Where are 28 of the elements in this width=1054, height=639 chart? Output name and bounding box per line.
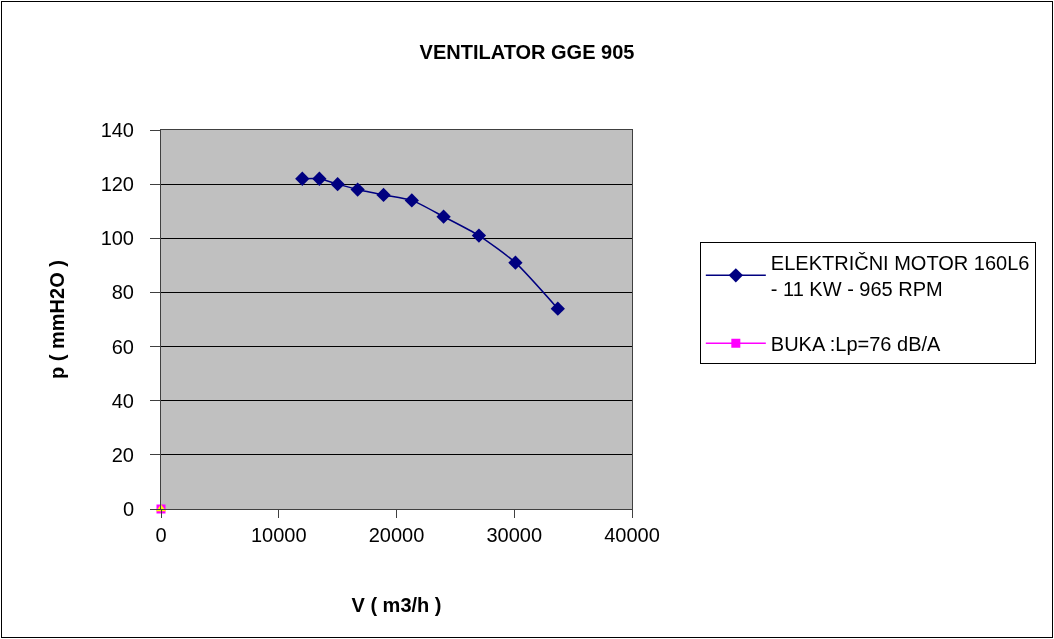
y-tick-label: 140 [100, 119, 134, 141]
y-tick-label: 0 [122, 498, 134, 520]
chart-title: VENTILATOR GGE 905 [419, 40, 635, 63]
legend-label: ELEKTRIČNI MOTOR 160L6 - 11 KW - 965 RPM [770, 252, 1030, 301]
point [330, 176, 345, 192]
x-tick-label: 20000 [368, 524, 425, 546]
x-tick-label: 30000 [486, 524, 543, 546]
y-tick-label: 40 [111, 389, 134, 412]
y-tick-label: 100 [100, 227, 134, 250]
y-tick-label: 60 [111, 335, 134, 358]
point [376, 187, 391, 203]
point [312, 171, 327, 186]
point [508, 255, 523, 270]
y-tick-label: 120 [100, 173, 134, 196]
y-axis-title: p ( mmH2O ) [46, 260, 69, 379]
x-tick-label: 0 [155, 524, 167, 546]
y-tick-label: 80 [111, 281, 134, 304]
point [550, 301, 565, 316]
point [436, 209, 451, 224]
legend-label: BUKA :Lp=76 dB/A [770, 333, 942, 356]
x-tick-label: 40000 [604, 524, 660, 546]
point [350, 182, 365, 197]
point [295, 171, 310, 186]
y-tick-label: 20 [111, 443, 134, 466]
point [404, 193, 419, 208]
x-axis-title: V ( m3/h ) [351, 593, 442, 616]
x-tick-label: 10000 [250, 524, 307, 546]
point [471, 228, 487, 243]
